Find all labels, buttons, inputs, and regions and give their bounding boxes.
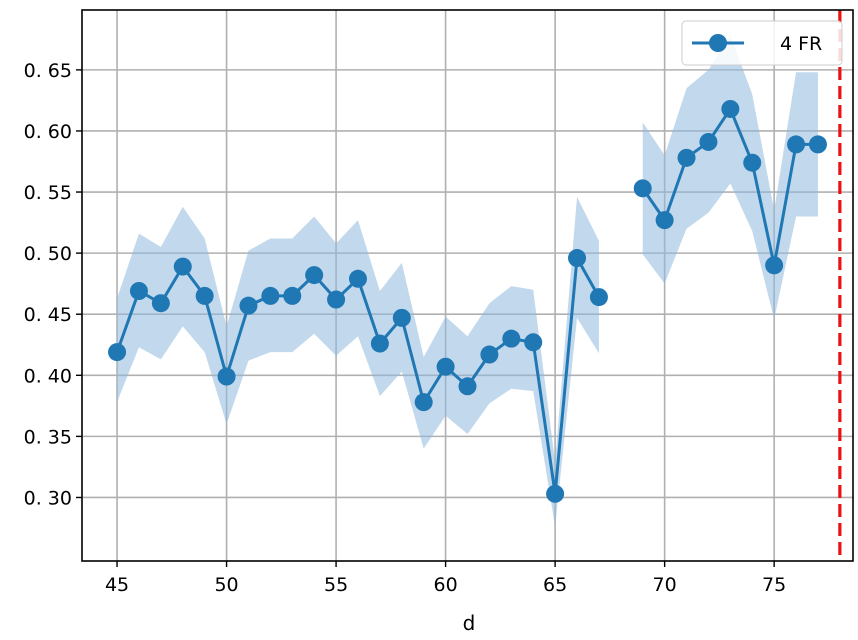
- y-axis-ticks: 0. 30 0. 35 0. 40 0. 45 0. 50 0. 55 0. 60 0. 65: [24, 60, 82, 509]
- data-point: [721, 99, 740, 118]
- data-point: [589, 288, 608, 307]
- y-tick-label: 0. 45: [24, 304, 72, 326]
- x-tick-label: 70: [653, 574, 677, 596]
- data-point: [370, 334, 389, 353]
- data-point: [305, 266, 324, 285]
- data-point: [502, 329, 521, 348]
- plot-frame: [81, 9, 854, 562]
- data-point: [173, 257, 192, 276]
- y-tick-label: 0. 35: [24, 426, 72, 448]
- y-tick-label: 0. 30: [24, 487, 72, 509]
- x-tick-label: 45: [105, 574, 129, 596]
- data-point: [699, 132, 718, 151]
- data-point: [677, 148, 696, 167]
- data-point: [458, 377, 477, 396]
- data-point: [414, 393, 433, 412]
- data-point: [436, 357, 455, 376]
- data-point: [327, 290, 346, 309]
- data-point: [151, 294, 170, 313]
- data-point: [546, 484, 565, 503]
- y-tick-label: 0. 50: [24, 243, 72, 265]
- x-tick-label: 60: [434, 574, 458, 596]
- data-point: [348, 269, 367, 288]
- data-point: [239, 296, 258, 315]
- x-axis-ticks: 45 50 55 60 65 70 75: [105, 561, 786, 596]
- data-point: [787, 135, 806, 154]
- data-point: [480, 345, 499, 364]
- data-point: [633, 179, 652, 198]
- legend-box: [681, 20, 843, 66]
- series-markers: [108, 99, 827, 503]
- data-point: [217, 367, 236, 386]
- data-point: [108, 343, 127, 362]
- x-axis-label: d: [463, 611, 476, 635]
- data-point: [765, 256, 784, 275]
- legend-label: 4 FR: [780, 33, 822, 55]
- x-tick-label: 65: [543, 574, 567, 596]
- data-point: [743, 153, 762, 172]
- x-tick-label: 75: [762, 574, 786, 596]
- x-tick-label: 50: [214, 574, 238, 596]
- confidence-band: [117, 196, 599, 527]
- confidence-bands: [117, 35, 818, 527]
- y-tick-label: 0. 65: [24, 60, 72, 82]
- y-tick-label: 0. 55: [24, 182, 72, 204]
- data-point: [129, 281, 148, 300]
- x-tick-label: 55: [324, 574, 348, 596]
- data-point: [655, 211, 674, 230]
- y-tick-label: 0. 60: [24, 121, 72, 143]
- data-point: [808, 135, 827, 154]
- confidence-band: [642, 35, 818, 320]
- data-point: [392, 308, 411, 327]
- data-point: [568, 249, 587, 268]
- legend-marker: [709, 34, 727, 52]
- data-point: [524, 333, 543, 352]
- legend: 4 FR: [681, 20, 843, 66]
- data-point: [283, 286, 302, 305]
- data-point: [261, 286, 280, 305]
- data-point: [195, 286, 214, 305]
- y-tick-label: 0. 40: [24, 365, 72, 387]
